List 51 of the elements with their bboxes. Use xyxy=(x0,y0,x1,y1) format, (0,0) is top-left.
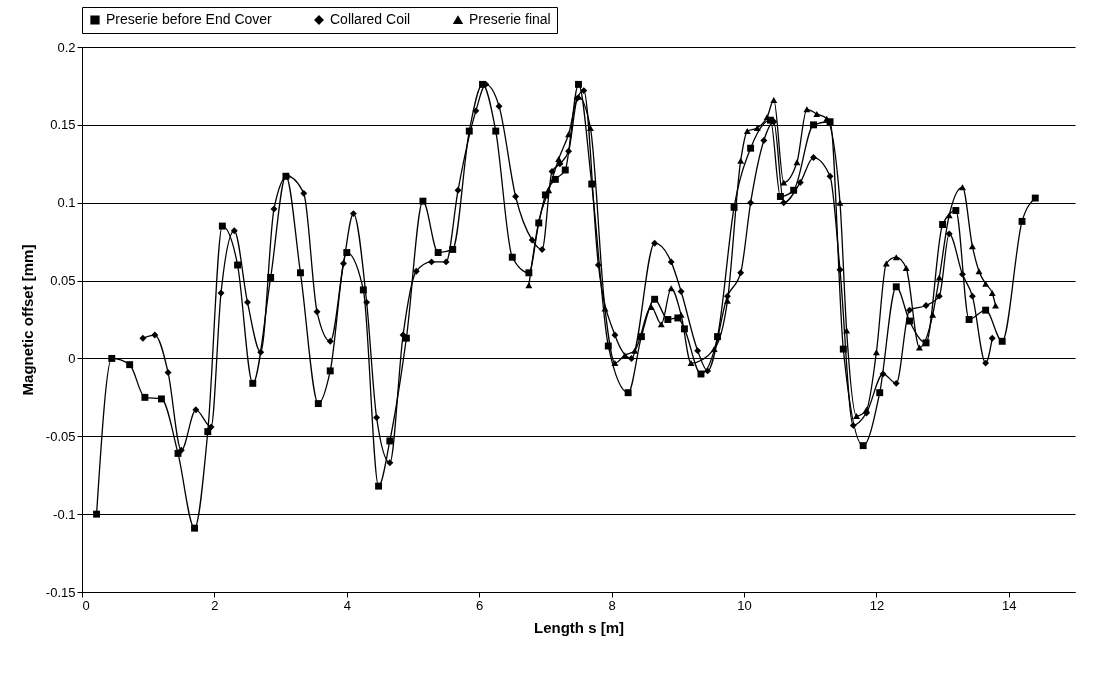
y-tick-label: 0.05 xyxy=(50,273,76,289)
x-tick-label: 14 xyxy=(1002,597,1017,613)
point xyxy=(863,406,870,413)
point xyxy=(565,131,573,138)
point xyxy=(902,265,910,272)
y-tick-label: 0.15 xyxy=(50,117,76,133)
point xyxy=(743,128,751,135)
point xyxy=(555,156,563,163)
point xyxy=(803,106,811,113)
point xyxy=(836,199,844,206)
point xyxy=(793,159,801,166)
legend-label: Preserie before End Cover xyxy=(106,11,273,27)
x-tick-label: 12 xyxy=(869,597,885,613)
x-tick-label: 2 xyxy=(211,597,219,613)
point xyxy=(710,346,718,353)
y-axis-title: Magnetic offset [mm] xyxy=(18,244,36,396)
point xyxy=(853,413,860,420)
point xyxy=(687,360,695,367)
point xyxy=(929,311,937,318)
point xyxy=(525,282,533,289)
x-tick-label: 10 xyxy=(737,597,752,613)
point xyxy=(545,187,553,194)
x-tick-label: 4 xyxy=(343,597,351,613)
point xyxy=(945,212,953,219)
point xyxy=(601,305,609,312)
point xyxy=(631,347,639,354)
point xyxy=(621,352,629,359)
x-axis-title: Length s [m] xyxy=(534,618,624,636)
point xyxy=(915,344,923,351)
y-tick-label: 0.2 xyxy=(57,39,76,55)
x-tick-label: 6 xyxy=(476,597,484,613)
y-tick-label: 0 xyxy=(68,350,76,366)
point xyxy=(647,304,655,311)
point xyxy=(657,321,665,328)
point xyxy=(611,360,619,367)
legend-label: Preserie final xyxy=(469,11,551,27)
point xyxy=(988,290,996,297)
legend-label: Collared Coil xyxy=(330,11,411,27)
y-tick-label: 0.1 xyxy=(57,195,76,211)
point xyxy=(982,280,990,287)
point xyxy=(737,157,745,164)
point xyxy=(872,349,880,356)
y-tick-label: -0.15 xyxy=(45,584,76,600)
x-tick-label: 8 xyxy=(608,597,616,613)
y-tick-label: -0.05 xyxy=(45,428,76,444)
y-tick-label: -0.1 xyxy=(53,506,76,522)
point xyxy=(813,110,821,117)
point xyxy=(770,96,778,103)
point xyxy=(892,254,900,261)
x-tick-label: 0 xyxy=(82,597,90,613)
point xyxy=(959,184,966,191)
